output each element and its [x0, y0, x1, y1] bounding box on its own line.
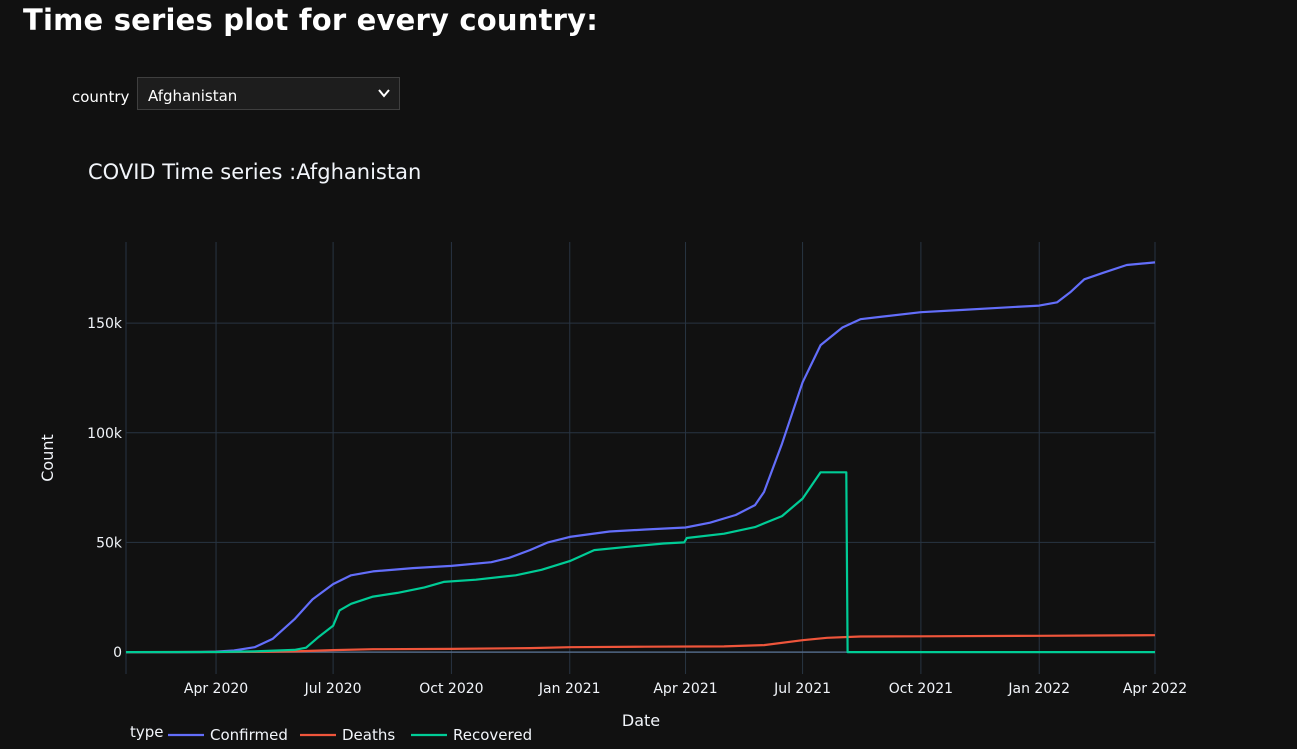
y-tick-label: 0: [113, 645, 122, 661]
legend-item-confirmed[interactable]: Confirmed: [210, 726, 288, 744]
x-tick-label: Jul 2020: [304, 681, 362, 697]
x-tick-label: Apr 2020: [184, 681, 248, 697]
x-tick-label: Apr 2021: [653, 681, 717, 697]
y-axis-title: Count: [38, 434, 57, 482]
y-tick-label: 150k: [87, 316, 123, 332]
country-dropdown[interactable]: Afghanistan: [137, 77, 400, 110]
chart-title: COVID Time series :Afghanistan: [88, 160, 421, 184]
x-tick-label: Jul 2021: [773, 681, 831, 697]
y-tick-label: 50k: [96, 535, 123, 551]
x-axis-title: Date: [622, 711, 660, 730]
legend[interactable]: type Confirmed Deaths Recovered: [130, 723, 532, 744]
series-line-deaths[interactable]: [125, 634, 1156, 654]
x-tick-label: Jan 2021: [538, 681, 601, 697]
country-filter-label: country: [72, 88, 130, 106]
x-tick-label: Jan 2022: [1007, 681, 1070, 697]
country-dropdown-value: Afghanistan: [148, 87, 238, 105]
series-lines[interactable]: [125, 261, 1156, 654]
legend-title: type: [130, 723, 164, 741]
x-tick-label: Oct 2021: [889, 681, 953, 697]
legend-item-deaths[interactable]: Deaths: [342, 726, 395, 744]
y-tick-label: 100k: [87, 426, 123, 442]
legend-item-recovered[interactable]: Recovered: [453, 726, 532, 744]
x-tick-label: Oct 2020: [419, 681, 483, 697]
chevron-down-icon: [378, 89, 390, 98]
x-tick-labels: Apr 2020 Jul 2020 Oct 2020 Jan 2021 Apr 2021…: [184, 681, 1187, 697]
x-tick-label: Apr 2022: [1123, 681, 1187, 697]
y-tick-labels: 0 50k 100k 150k: [87, 316, 123, 661]
series-line-confirmed[interactable]: [126, 261, 1156, 654]
series-line-recovered[interactable]: [125, 471, 1155, 654]
page-heading: Time series plot for every country:: [23, 3, 599, 37]
